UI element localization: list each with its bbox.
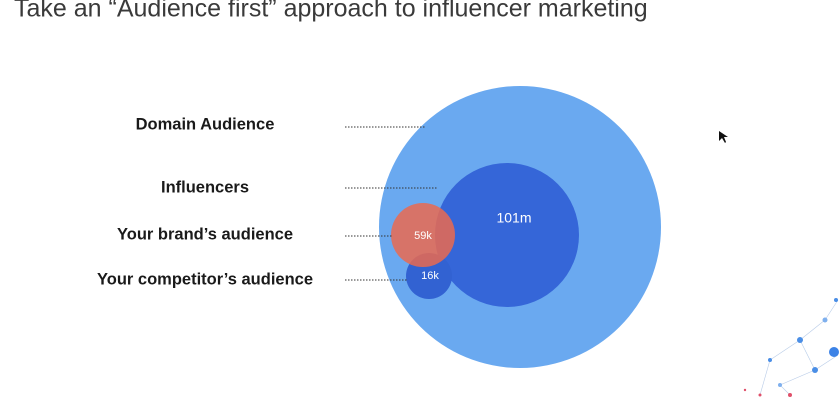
domain-label: Domain Audience	[136, 115, 275, 133]
influencers-label: Influencers	[161, 178, 249, 196]
brand-label: Your brand’s audience	[117, 225, 293, 243]
brand-value: 59k	[414, 230, 432, 242]
competitor-value: 16k	[421, 270, 439, 282]
influencers-circle	[435, 163, 579, 307]
slide-title: Take an “Audience first” approach to inf…	[14, 0, 648, 23]
competitor-label: Your competitor’s audience	[97, 270, 313, 288]
influencers-value: 101m	[496, 210, 531, 226]
cursor	[719, 131, 728, 143]
network-decoration	[743, 298, 839, 397]
brand-circle	[391, 203, 455, 267]
